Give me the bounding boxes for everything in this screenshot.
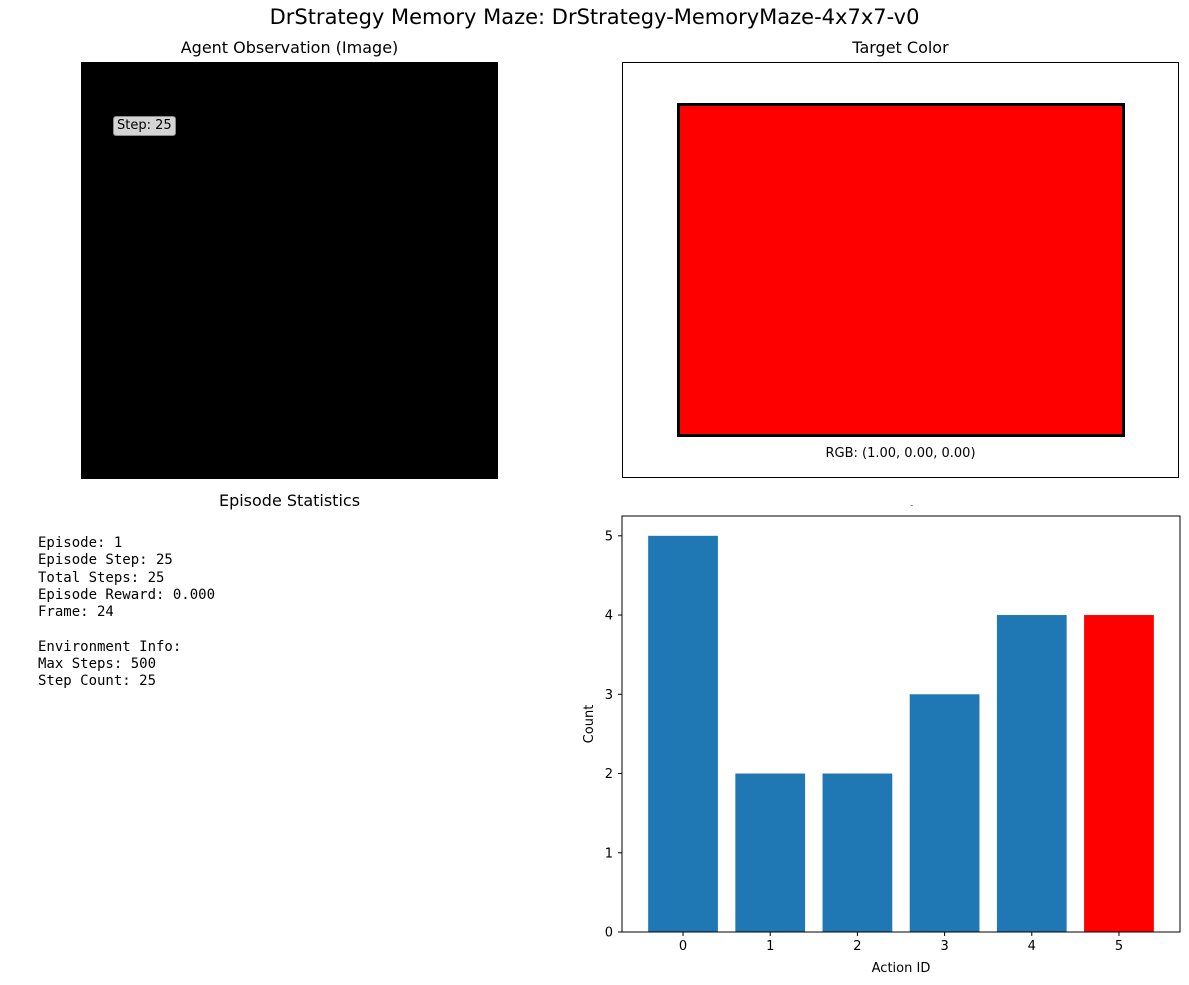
x-tick-label: 2 <box>853 939 861 954</box>
observation-title: Agent Observation (Image) <box>180 38 399 57</box>
x-axis-label: Action ID <box>872 961 931 976</box>
target-color-title: Target Color <box>852 38 949 57</box>
bar-action-5 <box>1084 615 1154 932</box>
stats-line: Max Steps: 500 <box>38 656 157 673</box>
y-tick-label: 1 <box>605 846 613 861</box>
x-tick-label: 5 <box>1115 939 1123 954</box>
stats-line: Total Steps: 25 <box>38 569 165 586</box>
rgb-label: RGB: (1.00, 0.00, 0.00) <box>825 446 976 461</box>
bar-action-4 <box>996 615 1067 932</box>
x-tick-label: 4 <box>1028 939 1036 954</box>
x-tick-label: 3 <box>940 939 948 954</box>
agent-observation-image: Step: 25 <box>81 62 498 479</box>
plot-frame <box>621 515 1181 933</box>
y-tick-label: 4 <box>605 609 613 624</box>
y-tick-label: 5 <box>605 529 613 544</box>
bar-action-1 <box>735 773 806 932</box>
bar-action-2 <box>822 773 893 932</box>
stats-line: Environment Info: <box>38 638 182 655</box>
target-color-swatch <box>677 103 1125 437</box>
x-tick-label: 0 <box>679 939 687 954</box>
y-tick-label: 2 <box>605 767 613 782</box>
y-axis-label: Count <box>582 705 597 744</box>
step-badge: Step: 25 <box>113 116 176 136</box>
figure-title: DrStrategy Memory Maze: DrStrategy-Memor… <box>269 5 920 29</box>
bar-action-3 <box>909 694 980 932</box>
stats-line: Step Count: 25 <box>38 673 157 690</box>
x-tick-label: 1 <box>766 939 774 954</box>
stats-line: Frame: 24 <box>38 604 114 621</box>
bar-action-0 <box>648 535 718 932</box>
chart-title: Action History (Last 20) <box>807 505 995 506</box>
y-tick-label: 0 <box>605 926 613 941</box>
action-history-chart: Action History (Last 20) 0 1 2 3 4 5 0 1 2 3 4 5 Acti… <box>582 505 1181 976</box>
y-tick-label: 3 <box>605 688 613 703</box>
episode-statistics-title: Episode Statistics <box>218 491 361 510</box>
episode-statistics-text: Episode: 1 Episode Step: 25 Total Steps:… <box>38 535 215 691</box>
stats-line: Episode Reward: 0.000 <box>38 586 216 603</box>
stats-line: Episode Step: 25 <box>38 552 173 569</box>
stats-line: Episode: 1 <box>38 535 123 551</box>
target-color-panel: RGB: (1.00, 0.00, 0.00) <box>622 62 1179 478</box>
